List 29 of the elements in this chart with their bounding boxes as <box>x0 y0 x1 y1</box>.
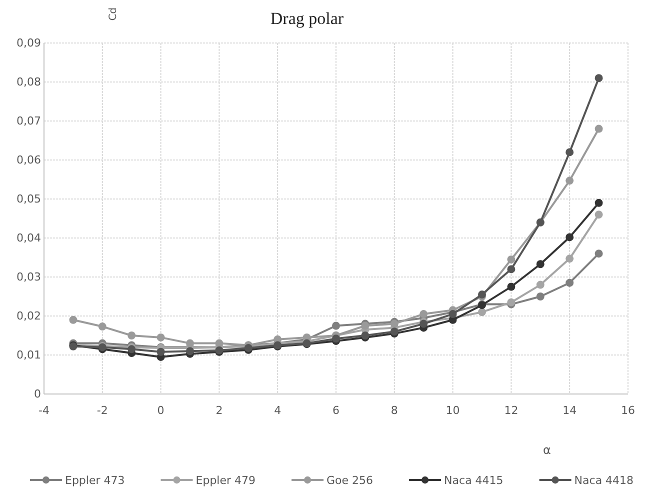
y-tick-label: 0,05 <box>16 192 41 206</box>
y-tick-label: 0,03 <box>16 270 41 284</box>
y-tick-label: 0,06 <box>16 154 41 167</box>
x-axis-title: α <box>543 443 552 457</box>
x-tick-label: 2 <box>216 404 223 417</box>
x-tick-label: 12 <box>504 404 518 417</box>
y-tick-label: 0,02 <box>16 310 41 323</box>
x-tick-label: 6 <box>332 404 340 417</box>
y-tick-label: 0,04 <box>16 232 41 245</box>
x-tick-label: 16 <box>621 404 635 417</box>
y-tick-label: 0,01 <box>16 348 41 362</box>
x-tick-label: 8 <box>390 404 398 417</box>
x-tick-label: 10 <box>446 404 460 417</box>
y-tick-label: 0,08 <box>16 76 41 89</box>
y-tick-label: 0,09 <box>16 36 41 50</box>
x-tick-label: 0 <box>157 404 164 417</box>
y-axis-title: Cd <box>108 7 119 21</box>
legend-label: Naca 4418 <box>574 474 634 487</box>
chart-title: Drag polar <box>270 9 344 28</box>
y-tick-label: 0,07 <box>16 114 41 128</box>
legend-label: Eppler 479 <box>196 474 256 487</box>
x-tick-label: 14 <box>562 404 577 417</box>
x-tick-label: -2 <box>96 404 108 417</box>
x-tick-label: -4 <box>38 404 50 417</box>
y-tick-label: 0 <box>34 388 41 401</box>
x-tick-label: 4 <box>274 404 282 417</box>
legend-label: Goe 256 <box>326 474 374 487</box>
legend-label: Naca 4415 <box>444 474 504 487</box>
legend-label: Eppler 473 <box>65 474 125 487</box>
